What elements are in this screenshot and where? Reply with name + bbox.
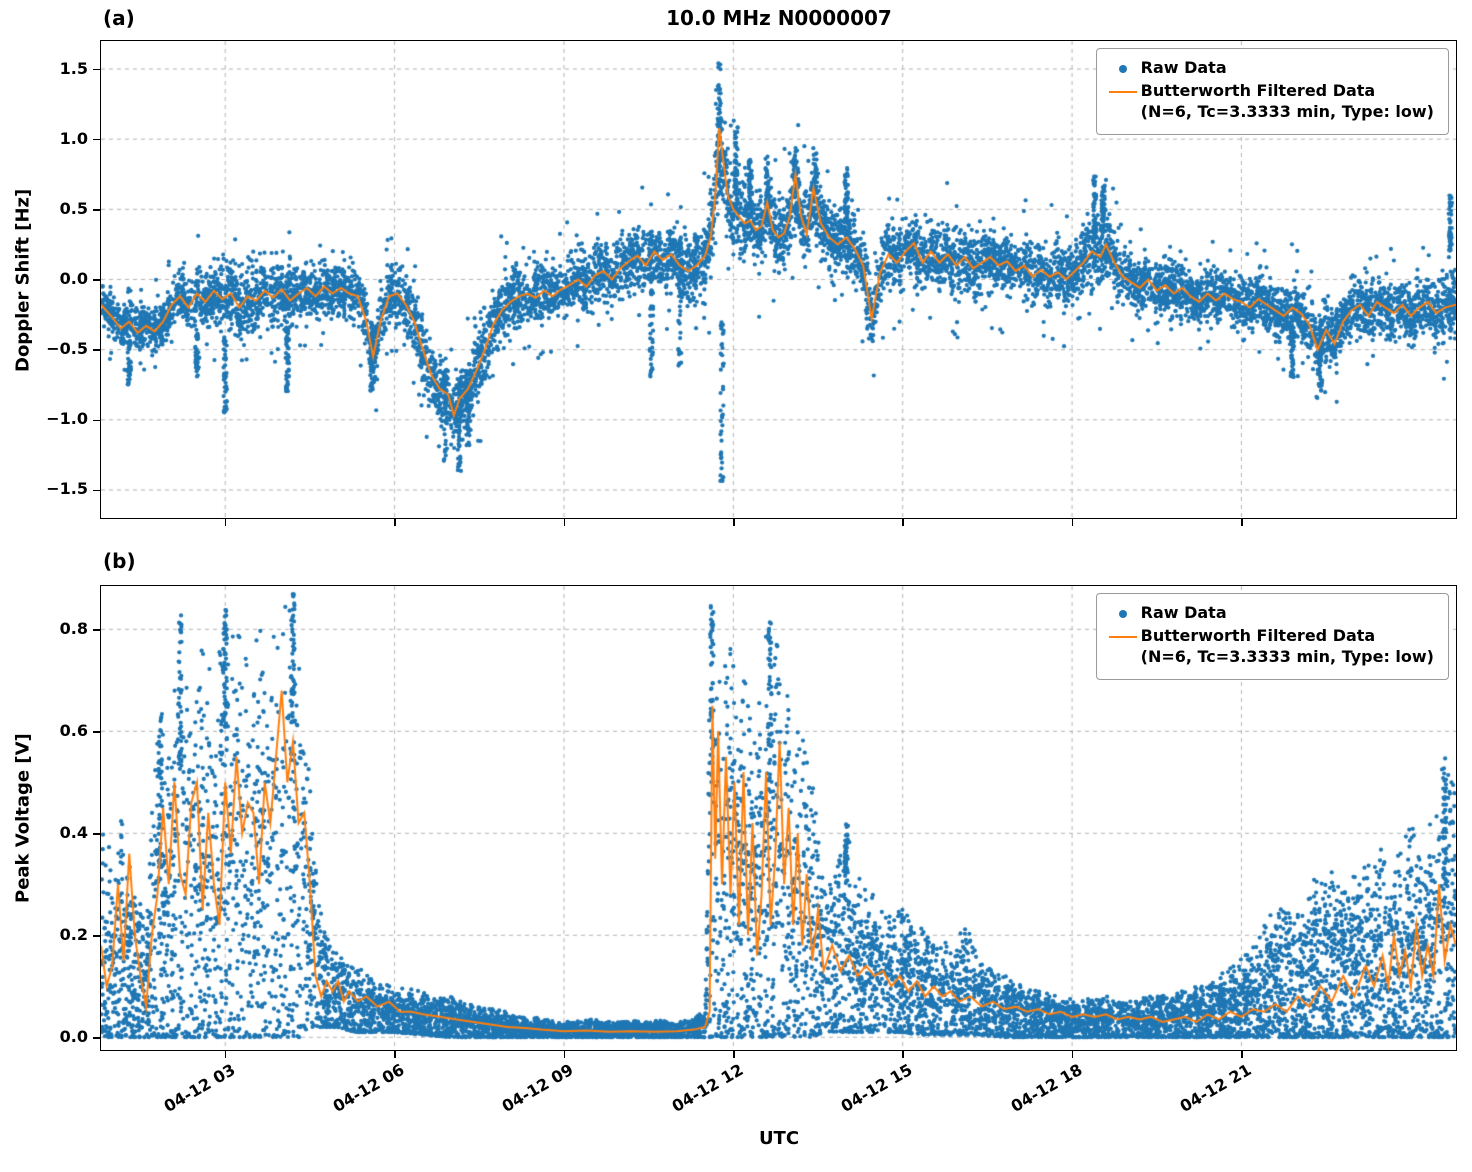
- filtered-line-marker: [1105, 81, 1141, 102]
- x-axis-label: UTC: [758, 1128, 800, 1149]
- plot-area-a: Raw Data Butterworth Filtered Data (N=6,…: [100, 40, 1457, 519]
- legend-filtered-label-line2: (N=6, Tc=3.3333 min, Type: low): [1140, 101, 1434, 121]
- legend-raw-label: Raw Data: [1140, 58, 1227, 77]
- y-tick-mark: [93, 731, 100, 733]
- chart-title: 10.0 MHz N0000007: [666, 6, 892, 30]
- y-tick-label: 1.5: [59, 58, 88, 78]
- y-tick-mark: [93, 419, 100, 422]
- legend-entry-raw: Raw Data: [1105, 58, 1434, 79]
- panel-a-label: (a): [103, 6, 135, 30]
- y-tick-mark: [93, 349, 100, 351]
- x-tick-mark: [733, 1051, 735, 1058]
- plot-area-b: Raw Data Butterworth Filtered Data (N=6,…: [100, 585, 1457, 1051]
- y-tick-label: 1.0: [59, 128, 88, 148]
- filtered-line-icon: [1108, 90, 1137, 93]
- x-tick-mark: [224, 519, 227, 526]
- y-tick-mark: [93, 489, 100, 492]
- y-tick-label: 0.6: [59, 720, 88, 740]
- legend-raw-label: Raw Data: [1140, 603, 1227, 622]
- legend-filtered-label-line1: Butterworth Filtered Data: [1140, 626, 1376, 645]
- filtered-line-icon: [1108, 635, 1137, 638]
- legend-entry-filtered: Butterworth Filtered Data (N=6, Tc=3.333…: [1105, 626, 1434, 668]
- y-axis-label-voltage: Peak Voltage [V]: [12, 733, 34, 904]
- x-tick-label: 04-12 09: [499, 1060, 577, 1116]
- x-tick-label: 04-12 21: [1176, 1060, 1255, 1116]
- x-tick-label: 04-12 12: [668, 1060, 747, 1116]
- x-tick-mark: [1241, 519, 1243, 526]
- legend-filtered-label-line1: Butterworth Filtered Data: [1140, 81, 1376, 100]
- y-tick-label: 0.4: [59, 822, 88, 842]
- x-tick-mark: [733, 519, 735, 526]
- y-tick-label: −1.0: [46, 409, 88, 429]
- raw-data-marker: [1105, 58, 1141, 79]
- y-tick-mark: [93, 209, 100, 211]
- legend-entry-raw: Raw Data: [1105, 603, 1434, 624]
- y-tick-label: 0.0: [59, 269, 88, 288]
- x-tick-mark: [902, 1051, 904, 1058]
- legend-a: Raw Data Butterworth Filtered Data (N=6,…: [1095, 48, 1449, 135]
- legend-entry-filtered: Butterworth Filtered Data (N=6, Tc=3.333…: [1105, 81, 1434, 123]
- x-tick-mark: [563, 1051, 566, 1058]
- x-tick-mark: [224, 1051, 227, 1058]
- x-tick-label: 04-12 06: [329, 1060, 408, 1116]
- y-tick-mark: [93, 629, 100, 631]
- legend-filtered-label: Butterworth Filtered Data (N=6, Tc=3.333…: [1141, 81, 1434, 123]
- raw-data-marker: [1105, 603, 1141, 624]
- x-tick-label: 04-12 03: [160, 1060, 239, 1116]
- x-tick-mark: [394, 519, 396, 526]
- x-tick-mark: [1241, 1051, 1243, 1058]
- y-tick-mark: [93, 935, 100, 937]
- filtered-line-marker: [1105, 626, 1141, 647]
- y-tick-label: −1.5: [46, 479, 88, 499]
- y-tick-label: 0.8: [59, 618, 88, 638]
- x-tick-label: 04-12 18: [1007, 1060, 1086, 1116]
- y-tick-mark: [93, 1037, 100, 1039]
- legend-filtered-label: Butterworth Filtered Data (N=6, Tc=3.333…: [1141, 626, 1434, 668]
- y-tick-label: 0.0: [59, 1026, 88, 1046]
- y-tick-mark: [93, 138, 100, 141]
- raw-dot-icon: [1118, 609, 1127, 618]
- y-tick-mark: [93, 833, 100, 835]
- x-tick-mark: [563, 519, 566, 526]
- y-tick-label: 0.2: [59, 924, 88, 944]
- x-tick-mark: [1071, 1051, 1074, 1058]
- legend-b: Raw Data Butterworth Filtered Data (N=6,…: [1095, 593, 1449, 680]
- x-tick-mark: [394, 1051, 396, 1058]
- x-tick-mark: [902, 519, 904, 526]
- panel-b-label: (b): [103, 549, 136, 573]
- y-tick-label: 0.5: [59, 198, 88, 218]
- x-tick-mark: [1071, 519, 1074, 526]
- raw-dot-icon: [1118, 64, 1127, 73]
- y-tick-mark: [93, 279, 100, 281]
- legend-filtered-label-line2: (N=6, Tc=3.3333 min, Type: low): [1140, 646, 1434, 666]
- x-tick-label: 04-12 15: [837, 1060, 916, 1116]
- y-tick-mark: [93, 68, 100, 71]
- y-tick-label: −0.5: [46, 339, 88, 359]
